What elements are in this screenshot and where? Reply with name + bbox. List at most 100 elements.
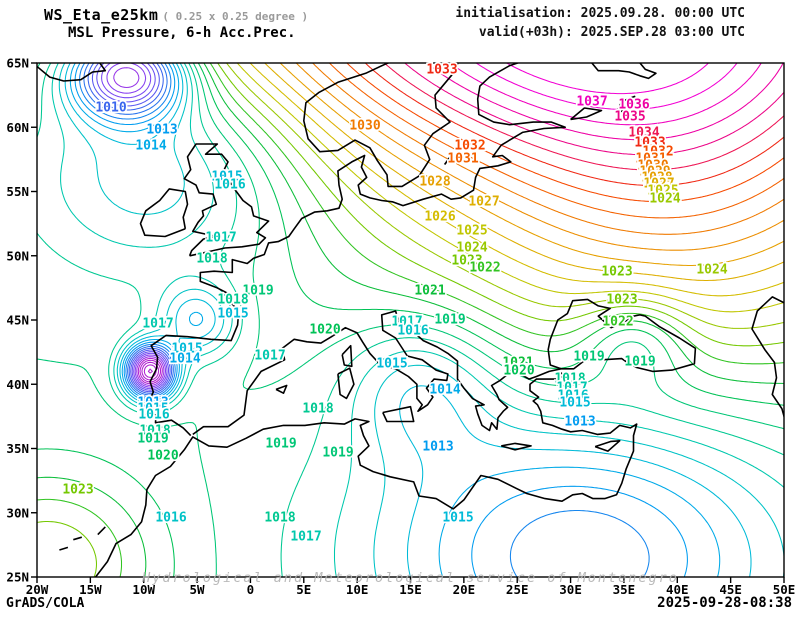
lon-tick-label: 15W xyxy=(79,582,102,597)
lat-tick-label: 55N xyxy=(6,184,29,199)
isobar-label: 1035 xyxy=(614,110,645,125)
field-subtitle: MSL Pressure, 6-h Acc.Prec. xyxy=(68,25,296,41)
lon-tick-label: 5W xyxy=(190,582,206,597)
isobar-label: 1030 xyxy=(637,159,668,174)
isobar-label: 1016 xyxy=(155,511,186,526)
isobar-label: 1031 xyxy=(635,152,666,167)
lon-tick-label: 35E xyxy=(613,582,636,597)
isobar-label: 1018 xyxy=(139,424,170,439)
isobar-label: 1018 xyxy=(554,372,585,387)
isobar-label: 1033 xyxy=(426,63,457,78)
initialisation-time: initialisation: 2025.09.28. 00:00 UTC xyxy=(455,6,745,21)
isobar-label: 1028 xyxy=(641,171,672,186)
lon-tick-label: 25E xyxy=(506,582,529,597)
isobar-label: 1017 xyxy=(556,381,587,396)
lon-tick-label: 15E xyxy=(399,582,422,597)
isobar-label: 1018 xyxy=(196,252,227,267)
isobar-label: 1016 xyxy=(397,324,428,339)
lat-tick-label: 50N xyxy=(6,248,29,263)
lat-tick-label: 35N xyxy=(6,441,29,456)
isobar-label: 1018 xyxy=(302,402,333,417)
isobar-label: 1030 xyxy=(349,119,380,134)
isobar-label: 1021 xyxy=(502,356,533,371)
isobar-label: 1014 xyxy=(135,139,166,154)
isobar-label: 1022 xyxy=(602,315,633,330)
lon-tick-label: 10W xyxy=(132,582,155,597)
isobar-label: 1015 xyxy=(211,170,242,185)
lat-tick-label: 30N xyxy=(6,505,29,520)
isobar-label: 1013 xyxy=(146,123,177,138)
lon-tick-label: 20E xyxy=(453,582,476,597)
lon-tick-label: 45E xyxy=(719,582,742,597)
valid-time: valid(+03h): 2025.SEP.28 03:00 UTC xyxy=(478,25,745,40)
isobar-label: 1015 xyxy=(137,402,168,417)
isobar-label: 1016 xyxy=(557,389,588,404)
isobar-label: 1014 xyxy=(429,383,460,398)
lon-tick-label: 30E xyxy=(559,582,582,597)
isobar-label: 1019 xyxy=(322,446,353,461)
grads-credit: GrADS/COLA xyxy=(6,596,85,611)
lon-tick-label: 40E xyxy=(666,582,689,597)
isobar-label: 1023 xyxy=(62,483,93,498)
title-line: WS_Eta_e25km( 0.25 x 0.25 degree ) xyxy=(44,5,308,24)
lat-tick-label: 40N xyxy=(6,377,29,392)
isobar-label: 1032 xyxy=(454,139,485,154)
isobar-label: 1010 xyxy=(95,101,126,116)
lat-tick-label: 60N xyxy=(6,120,29,135)
isobar-label: 1019 xyxy=(242,284,273,299)
isobar-label: 1019 xyxy=(573,350,604,365)
model-resolution: ( 0.25 x 0.25 degree ) xyxy=(162,10,309,23)
isobar-labels: 1010101310141015101610171033103010321031… xyxy=(61,61,730,546)
isobar-label: 1031 xyxy=(447,152,478,167)
isobar-label: 1020 xyxy=(309,323,340,338)
lat-tick-label: 25N xyxy=(6,570,29,585)
isobar-label: 1017 xyxy=(205,231,236,246)
isobar-label: 1017 xyxy=(254,349,285,364)
isobar-label: 1024 xyxy=(456,241,487,256)
coastlines xyxy=(37,63,784,577)
isobar-label: 1023 xyxy=(601,265,632,280)
watermark: Hydrological and Meteorological service … xyxy=(141,570,679,586)
creation-timestamp: 2025-09-28-08:38 xyxy=(657,595,792,611)
isobar-label: 1036 xyxy=(618,98,649,113)
isobar-label: 1027 xyxy=(468,195,499,210)
isobar-label: 1015 xyxy=(442,511,473,526)
isobar-label: 1019 xyxy=(265,437,296,452)
isobar-label: 1025 xyxy=(647,184,678,199)
isobar-label: 1032 xyxy=(642,145,673,160)
isobar-label: 1021 xyxy=(414,284,445,299)
isobar-label: 1015 xyxy=(217,307,248,322)
isobar-label: 1025 xyxy=(456,224,487,239)
isobar-label: 1017 xyxy=(290,530,321,545)
lon-tick-label: 10E xyxy=(346,582,369,597)
isobar-label: 1015 xyxy=(171,342,202,357)
lat-tick-label: 65N xyxy=(6,56,29,71)
isobar-label: 1019 xyxy=(624,355,655,370)
isobar-label: 1016 xyxy=(214,178,245,193)
model-name: WS_Eta_e25km xyxy=(44,6,159,24)
isobar-label: 1018 xyxy=(217,293,248,308)
isobar-label: 1027 xyxy=(643,177,674,192)
isobar-label: 1013 xyxy=(422,440,453,455)
isobar-label: 1013 xyxy=(137,396,168,411)
lon-tick-label: 50E xyxy=(773,582,796,597)
isobar-label: 1020 xyxy=(147,449,178,464)
isobar-label: 1016 xyxy=(138,408,169,423)
isobar-label: 1034 xyxy=(628,126,659,141)
isobar-label: 1029 xyxy=(639,165,670,180)
isobar-label: 1028 xyxy=(419,175,450,190)
isobar-label: 1013 xyxy=(564,415,595,430)
isobar-label: 1026 xyxy=(424,210,455,225)
isobar-label: 1019 xyxy=(137,432,168,447)
lon-tick-label: 0 xyxy=(247,582,255,597)
isobar-label: 1020 xyxy=(503,364,534,379)
isobar-label: 1037 xyxy=(576,95,607,110)
isobar-label: 1023 xyxy=(451,254,482,269)
lon-tick-label: 5E xyxy=(296,582,311,597)
lon-tick-label: 20W xyxy=(26,582,49,597)
isobar-label: 1017 xyxy=(142,317,173,332)
lat-tick-label: 45N xyxy=(6,313,29,328)
isobar-label: 1017 xyxy=(391,315,422,330)
